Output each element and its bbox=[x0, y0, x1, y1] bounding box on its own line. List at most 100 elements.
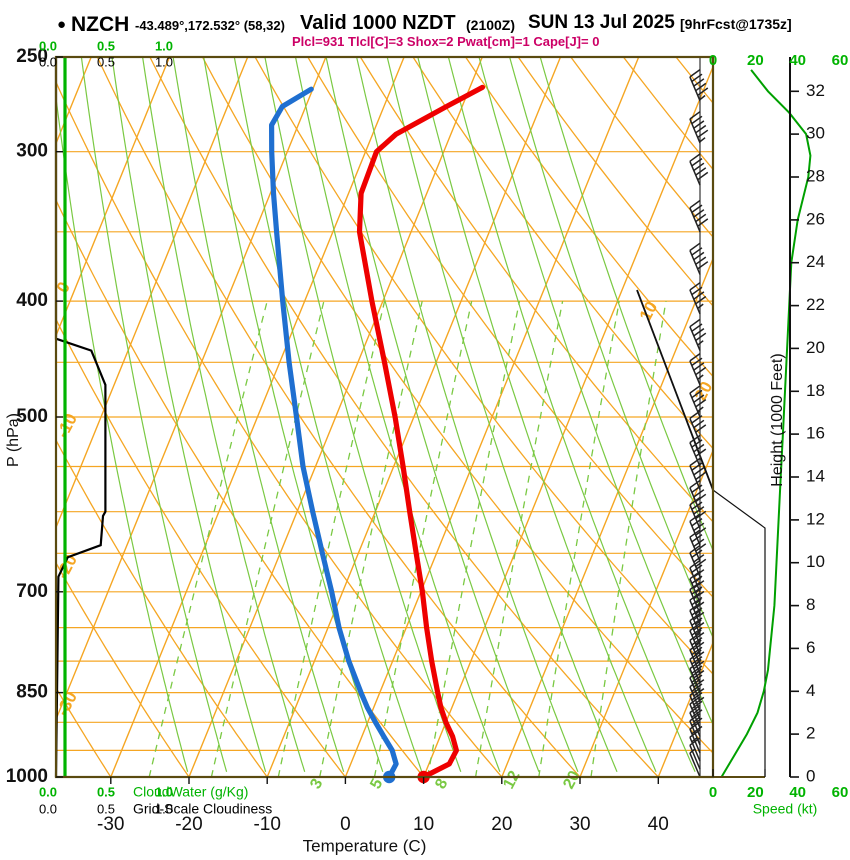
wind-barb-full bbox=[691, 656, 703, 665]
wind-barb-full bbox=[693, 251, 705, 261]
wind-barb-full bbox=[689, 68, 701, 78]
wind-barb-full bbox=[691, 617, 703, 626]
wind-barb-full bbox=[693, 443, 705, 453]
wind-barb-full bbox=[691, 484, 703, 494]
height-tick-label: 12 bbox=[806, 509, 825, 528]
wind-barb-full bbox=[689, 651, 701, 661]
dry-adiabat-line bbox=[201, 57, 713, 754]
pressure-tick-label: 700 bbox=[16, 581, 48, 602]
pressure-tick-label: 300 bbox=[16, 141, 48, 162]
wind-barb-full bbox=[695, 510, 707, 520]
wind-barb-full bbox=[693, 489, 705, 498]
wind-barb-full bbox=[695, 527, 707, 536]
moist-adiabat-line bbox=[264, 57, 462, 773]
dry-adiabat-line bbox=[307, 57, 713, 599]
pressure-tick-label: 500 bbox=[16, 406, 48, 427]
wind-barb-full bbox=[693, 631, 705, 641]
wind-barb-full bbox=[691, 674, 703, 683]
moist-adiabat-line bbox=[111, 57, 267, 772]
dry-adiabat-line bbox=[816, 36, 850, 777]
wind-barb-shaft bbox=[689, 744, 701, 770]
wind-barb-full bbox=[689, 479, 701, 489]
wind-barb-full bbox=[691, 692, 703, 701]
wind-barb-full bbox=[693, 590, 705, 600]
wind-barb-full bbox=[695, 398, 707, 408]
moist-adiabat-line bbox=[355, 57, 579, 773]
cloudiness-top-tick-label: 0.0 bbox=[39, 54, 57, 69]
cloudiness-bottom-tick-label: 0.0 bbox=[39, 801, 57, 816]
station-coords: -43.489°,172.532° (58,32) bbox=[135, 18, 285, 33]
wind-barb-full bbox=[689, 457, 701, 467]
moist-adiabat-line bbox=[508, 57, 713, 640]
wind-barb-full bbox=[693, 362, 705, 371]
wind-barb-full bbox=[695, 295, 707, 305]
valid-time: Valid 1000 NZDT bbox=[300, 12, 456, 34]
wind-barb-half bbox=[697, 406, 704, 413]
wind-barb-half bbox=[699, 137, 706, 143]
wind-barb-half bbox=[697, 340, 704, 346]
wind-barb-full bbox=[695, 424, 707, 433]
wind-barb-full bbox=[691, 115, 703, 125]
wind-barb-full bbox=[689, 581, 701, 591]
speed-tick-label: 0 bbox=[709, 52, 717, 69]
wind-barb-full bbox=[693, 291, 705, 300]
dry-adiabat-line bbox=[96, 57, 581, 777]
mixing-ratio-label: 20 bbox=[560, 768, 583, 792]
wind-barb-full bbox=[693, 621, 705, 631]
moist-adiabat-line bbox=[447, 57, 696, 773]
wind-barb-full bbox=[695, 558, 707, 568]
wind-barb-full bbox=[689, 592, 701, 601]
wind-barb-full bbox=[693, 679, 705, 688]
isotherm-line bbox=[56, 57, 171, 338]
wind-barb-full bbox=[689, 318, 701, 328]
height-tick-label: 18 bbox=[806, 381, 825, 400]
dry-adiabat-line bbox=[464, 57, 713, 378]
temperature-tick-label: 40 bbox=[648, 814, 669, 835]
dry-adiabat-line bbox=[517, 57, 713, 307]
wind-barb-full bbox=[691, 415, 703, 424]
wind-barb-full bbox=[691, 596, 703, 606]
wind-barb-half bbox=[695, 576, 702, 583]
wind-barb-half bbox=[695, 609, 702, 615]
height-tick-label: 24 bbox=[806, 252, 825, 271]
cloudwater-bottom-tick-label: 0.5 bbox=[97, 784, 115, 799]
forecast-info: [9hrFcst@1735z] bbox=[680, 16, 792, 32]
dry-adiabat-line bbox=[254, 57, 713, 675]
wind-barb-full bbox=[695, 543, 707, 552]
wind-barb-full bbox=[691, 204, 703, 214]
pressure-tick-label: 400 bbox=[16, 290, 48, 311]
speed-tick-label: 20 bbox=[747, 784, 764, 801]
height-tick-label: 8 bbox=[806, 595, 815, 614]
height-tick-label: 6 bbox=[806, 638, 815, 657]
mixing-ratio-label: 12 bbox=[500, 768, 523, 792]
dry-adiabat-line bbox=[56, 438, 268, 777]
wind-barb-full bbox=[689, 632, 701, 642]
speed-tick-label: 40 bbox=[789, 52, 806, 69]
wind-barb-full bbox=[697, 87, 709, 96]
cloudiness-bottom-label: Grid-Scale Cloudiness bbox=[133, 801, 272, 817]
cloudwater-top-tick-label: 0.5 bbox=[97, 38, 115, 53]
wind-barb-full bbox=[693, 209, 705, 218]
isotherm-label: 30 bbox=[733, 456, 759, 482]
wind-barb-full bbox=[695, 256, 707, 265]
wind-barb-full bbox=[693, 696, 705, 706]
wind-column-boundary bbox=[712, 489, 766, 777]
wind-barb-full bbox=[695, 213, 707, 223]
height-tick-label: 32 bbox=[806, 81, 825, 100]
wind-barb-full bbox=[689, 642, 701, 651]
wind-barb-full bbox=[693, 419, 705, 429]
dry-adiabat-line bbox=[56, 686, 112, 777]
mixing-ratio-line bbox=[210, 300, 325, 777]
wind-barb-full bbox=[691, 646, 703, 656]
speed-tick-label: 40 bbox=[789, 784, 806, 801]
cloudiness-top-tick-label: 0.5 bbox=[97, 54, 115, 69]
isotherm-line bbox=[579, 448, 713, 777]
wind-barb-full bbox=[697, 171, 709, 181]
speed-profile-curve bbox=[720, 69, 812, 778]
wind-barb-full bbox=[691, 665, 703, 674]
wind-barb-full bbox=[691, 247, 703, 256]
wind-barb-full bbox=[693, 687, 705, 697]
wind-barb-full bbox=[695, 366, 707, 376]
